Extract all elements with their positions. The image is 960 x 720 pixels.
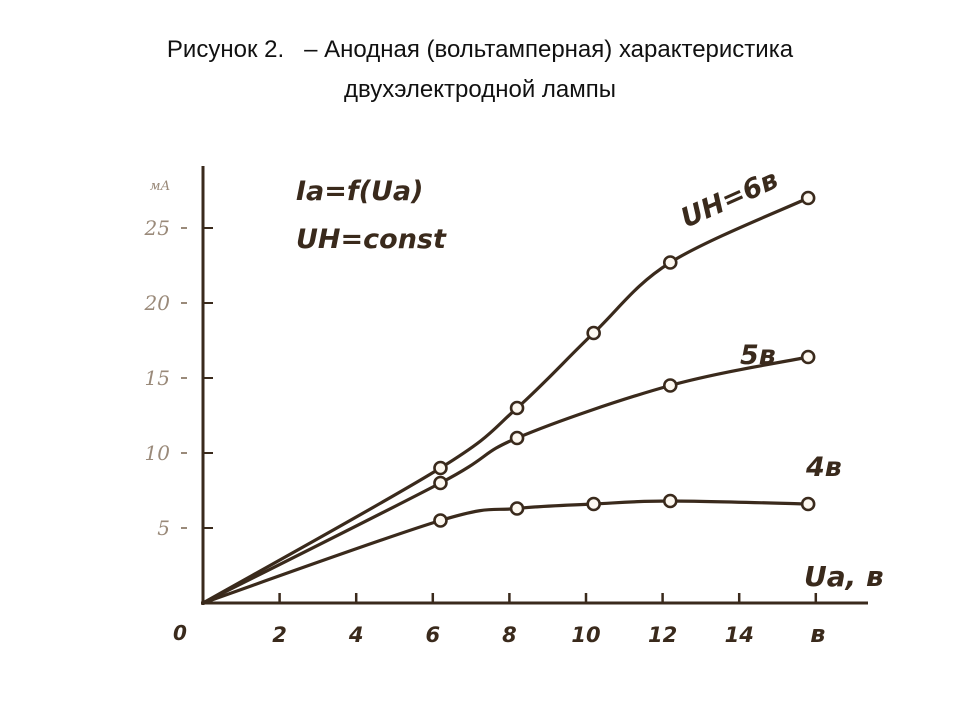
series-1-marker [433, 460, 448, 476]
caption-line-2: двухэлектродной лампы [343, 76, 616, 103]
x-tick-label: 12 [648, 623, 677, 647]
x-tick-label: 4 [348, 623, 364, 647]
series-1-marker [509, 400, 525, 416]
series-2-marker [800, 349, 816, 365]
series-line-1 [201, 196, 810, 605]
x-tick-label: 6 [425, 623, 440, 647]
x-tick-label-origin: 0 [173, 621, 187, 645]
series-3-marker [586, 496, 601, 512]
series-label-1: UH=6в [676, 164, 783, 234]
caption-line-1: Рисунок 2. – Анодная (вольтамперная) хар… [166, 36, 794, 63]
series-1-marker [800, 190, 816, 206]
y-tick-label: 20 [144, 291, 171, 315]
y-tick-label: 25 [144, 216, 170, 240]
series-line-3 [201, 499, 810, 605]
x-tick-label: 2 [272, 623, 287, 647]
x-tick-label: 10 [571, 623, 600, 647]
y-tick-label: 10 [145, 441, 171, 465]
x-unit-label: в [810, 620, 825, 648]
figure-caption: Рисунок 2. – Анодная (вольтамперная) хар… [0, 30, 960, 110]
series-3-marker [662, 493, 678, 509]
y-tick-label: 5 [157, 516, 170, 540]
formula-line-1: Ia=f(Ua) [296, 176, 423, 207]
series-2-marker [509, 430, 525, 446]
series-3-marker [433, 513, 448, 528]
series-2-marker [433, 475, 448, 491]
series-1-marker [662, 255, 678, 270]
y-tick-label: 15 [145, 366, 170, 390]
formula-line-2: UH=const [296, 224, 447, 255]
x-tick-label: 8 [502, 623, 517, 647]
x-axis-title: Ua, в [804, 560, 884, 593]
series-line-2 [201, 355, 810, 605]
series-3-marker [509, 501, 525, 516]
series-2-marker [662, 378, 678, 393]
series-label-3: 4в [805, 452, 842, 483]
x-tick-label: 14 [725, 623, 754, 647]
series-label-2: 5в [740, 340, 776, 371]
y-axis-unit-label: мА [150, 179, 171, 194]
series-3-marker [800, 496, 816, 512]
series-1-marker [586, 325, 601, 341]
